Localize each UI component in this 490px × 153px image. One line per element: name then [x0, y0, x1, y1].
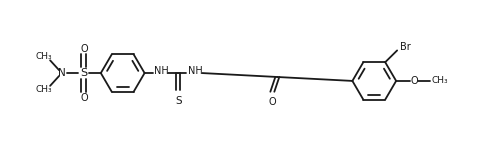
Text: CH₃: CH₃: [36, 52, 52, 61]
Text: O: O: [80, 93, 88, 103]
Text: Br: Br: [400, 41, 411, 52]
Text: CH₃: CH₃: [36, 85, 52, 94]
Text: CH₃: CH₃: [432, 76, 448, 85]
Text: O: O: [80, 43, 88, 54]
Text: O: O: [269, 97, 276, 106]
Text: O: O: [410, 76, 418, 86]
Text: S: S: [80, 68, 88, 78]
Text: NH: NH: [154, 66, 169, 76]
Text: S: S: [175, 96, 182, 106]
Text: N: N: [58, 68, 66, 78]
Text: NH: NH: [188, 66, 203, 76]
